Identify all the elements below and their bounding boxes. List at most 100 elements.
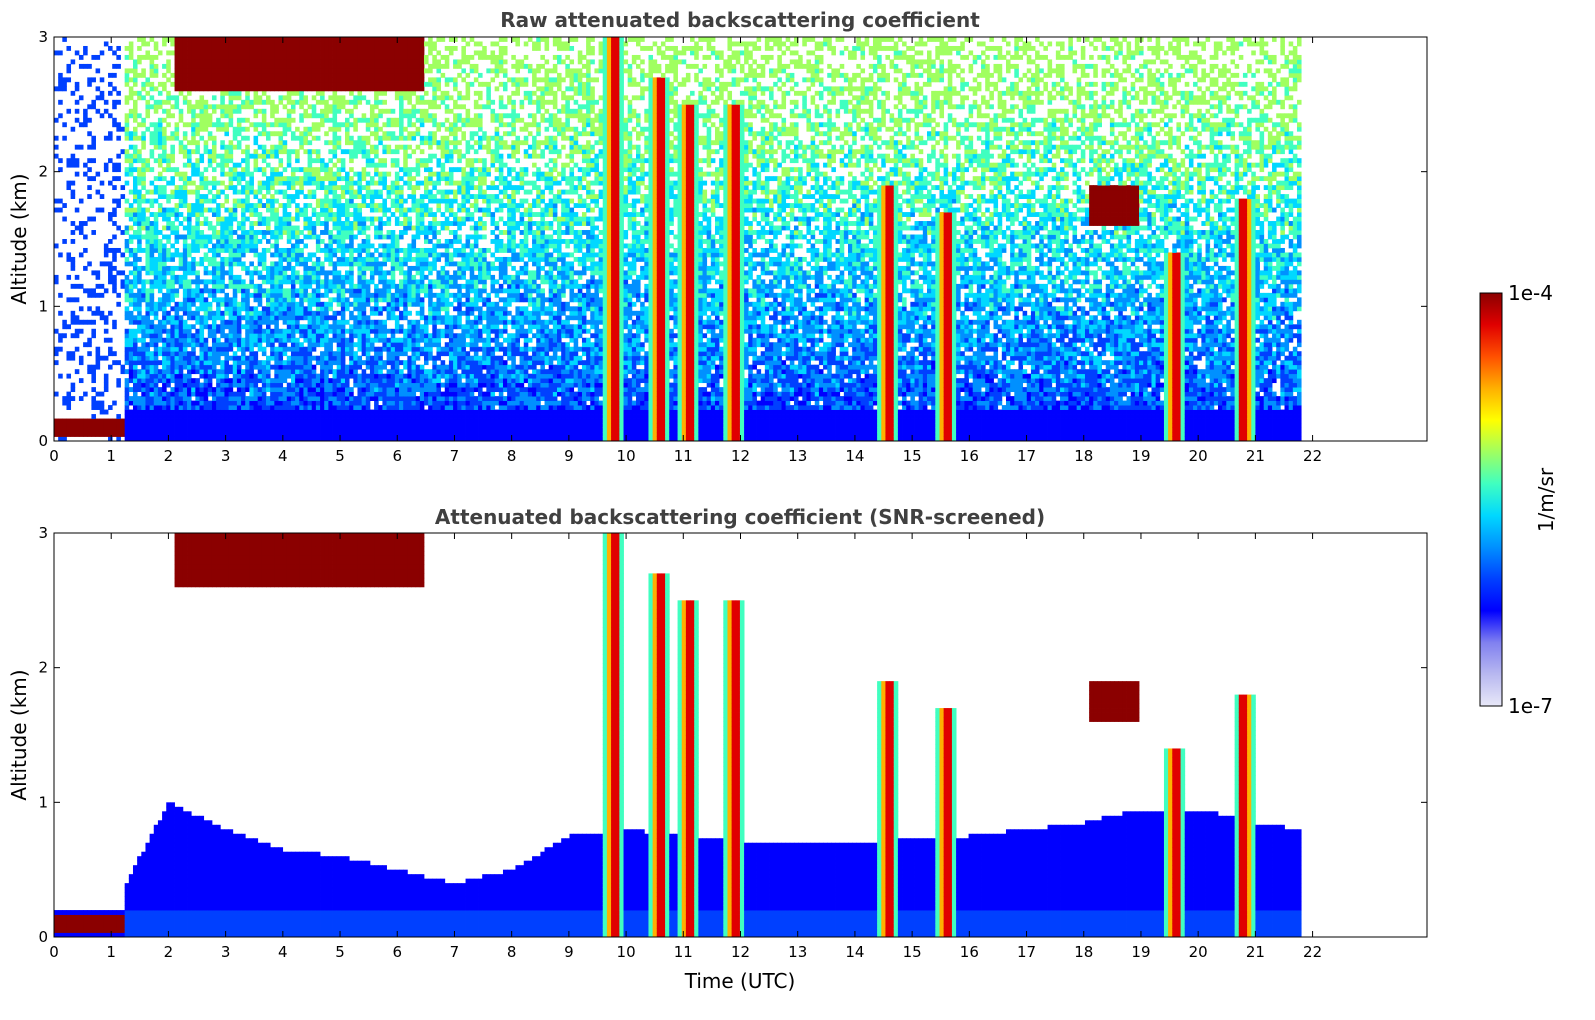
heatmap-cell — [315, 342, 321, 348]
heatmap-cell — [274, 104, 279, 110]
heatmap-cell — [157, 301, 163, 307]
heatmap-cell — [178, 337, 184, 343]
heatmap-cell — [357, 176, 363, 182]
heatmap-cell — [191, 207, 196, 213]
heatmap-cell — [132, 292, 138, 298]
heatmap-cell — [166, 99, 171, 105]
heatmap-cell — [203, 387, 209, 393]
heatmap-cell — [353, 432, 358, 437]
heatmap-cell — [282, 423, 288, 428]
heatmap-cell — [374, 234, 379, 240]
heatmap-cell — [324, 355, 329, 361]
heatmap-cell — [253, 81, 259, 87]
heatmap-cell — [54, 117, 59, 123]
heatmap-cell — [374, 310, 379, 316]
heatmap-cell — [320, 409, 325, 415]
heatmap-cell — [149, 396, 155, 401]
heatmap-cell — [236, 189, 242, 195]
heatmap-cell — [149, 405, 155, 410]
heatmap-cell — [149, 243, 155, 249]
heatmap-cell — [365, 171, 371, 177]
heatmap-cell — [369, 391, 375, 397]
heatmap-cell — [162, 265, 167, 271]
heatmap-cell — [137, 239, 142, 244]
heatmap-cell — [307, 216, 313, 222]
heatmap-cell — [266, 68, 271, 74]
heatmap-cell — [95, 274, 101, 280]
heatmap-cell — [187, 189, 192, 195]
heatmap-cell — [224, 113, 229, 119]
heatmap-cell — [278, 230, 284, 235]
heatmap-cell — [257, 68, 263, 74]
heatmap-cell — [349, 221, 354, 226]
heatmap-cell — [91, 319, 96, 325]
heatmap-cell — [328, 81, 333, 87]
heatmap-cell — [195, 396, 200, 401]
heatmap-cell — [328, 261, 333, 267]
heatmap-cell — [182, 306, 188, 312]
heatmap-cell — [199, 360, 205, 366]
heatmap-cell — [299, 63, 304, 69]
heatmap-cell — [203, 400, 209, 406]
heatmap-cell — [211, 77, 217, 83]
heatmap-cell — [170, 81, 175, 87]
heatmap-cell — [199, 185, 205, 191]
heatmap-cell — [236, 378, 242, 384]
heatmap-cell — [349, 68, 354, 74]
heatmap-cell — [83, 418, 88, 424]
heatmap-cell — [270, 230, 275, 235]
heatmap-cell — [390, 306, 396, 312]
heatmap-cell — [103, 135, 109, 141]
heatmap-cell — [390, 346, 396, 352]
heatmap-cell — [290, 297, 296, 303]
heatmap-cell — [266, 373, 271, 379]
heatmap-cell — [365, 86, 371, 92]
heatmap-cell — [211, 328, 217, 334]
heatmap-cell — [336, 432, 342, 437]
heatmap-cell — [157, 117, 163, 123]
heatmap-cell — [266, 37, 271, 42]
heatmap-cell — [386, 234, 392, 240]
heatmap-cell — [137, 203, 142, 208]
heatmap-cell — [336, 391, 342, 397]
heatmap-cell — [361, 216, 367, 222]
heatmap-cell — [187, 247, 192, 253]
heatmap-cell — [278, 351, 284, 357]
heatmap-cell — [195, 270, 200, 276]
heatmap-cell — [216, 189, 221, 195]
heatmap-cell — [274, 45, 279, 51]
heatmap-cell — [108, 216, 113, 222]
heatmap-cell — [328, 185, 333, 191]
heatmap-cell — [261, 41, 267, 47]
heatmap-cell — [199, 59, 205, 65]
heatmap-cell — [137, 297, 142, 303]
heatmap-cell — [132, 126, 138, 132]
heatmap-cell — [182, 77, 188, 83]
heatmap-cell — [340, 342, 346, 348]
heatmap-cell — [220, 99, 225, 105]
heatmap-cell — [299, 423, 304, 428]
heatmap-cell — [320, 113, 325, 119]
heatmap-cell — [128, 162, 134, 168]
heatmap-cell — [282, 131, 288, 137]
heatmap-cell — [137, 149, 142, 155]
heatmap-cell — [249, 324, 254, 330]
heatmap-cell — [162, 292, 167, 298]
heatmap-cell — [249, 396, 254, 401]
heatmap-cell — [365, 247, 371, 253]
heatmap-cell — [382, 346, 387, 352]
heatmap-cell — [270, 409, 275, 415]
heatmap-cell — [390, 135, 396, 141]
heatmap-cell — [58, 86, 63, 92]
heatmap-cell — [224, 261, 229, 267]
heatmap-cell — [157, 436, 163, 442]
heatmap-cell — [282, 378, 288, 384]
heatmap-cell — [307, 72, 313, 78]
heatmap-cell — [369, 189, 375, 195]
heatmap-cell — [299, 131, 304, 137]
heatmap-cell — [95, 306, 101, 312]
heatmap-cell — [170, 378, 175, 384]
heatmap-cell — [195, 230, 200, 235]
heatmap-cell — [187, 212, 192, 217]
heatmap-cell — [340, 400, 346, 406]
